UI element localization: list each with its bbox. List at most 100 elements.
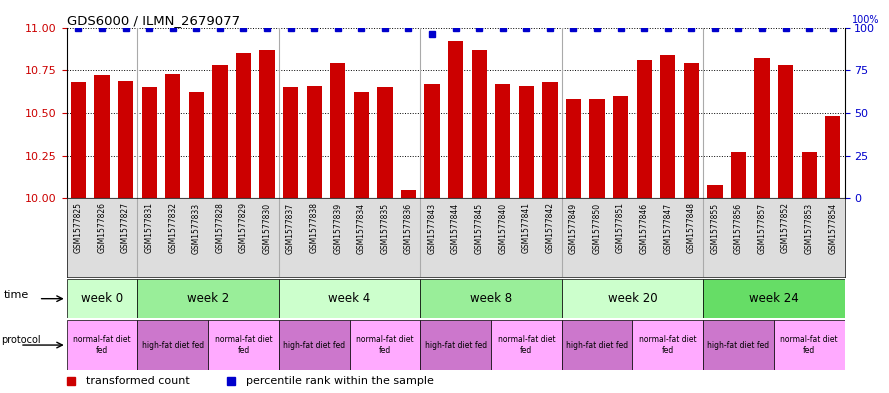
Bar — [684, 63, 699, 198]
Bar — [67, 279, 138, 318]
Text: normal-fat diet
fed: normal-fat diet fed — [781, 335, 838, 355]
Bar — [330, 63, 346, 198]
Bar — [562, 320, 632, 370]
Text: normal-fat diet
fed: normal-fat diet fed — [356, 335, 413, 355]
Text: normal-fat diet
fed: normal-fat diet fed — [214, 335, 272, 355]
Text: transformed count: transformed count — [86, 376, 190, 386]
Text: GSM1577842: GSM1577842 — [545, 202, 555, 253]
Bar — [138, 320, 208, 370]
Bar — [377, 87, 393, 198]
Bar — [283, 87, 299, 198]
Bar — [802, 152, 817, 198]
Bar — [138, 279, 279, 318]
Text: high-fat diet fed: high-fat diet fed — [708, 341, 770, 349]
Text: time: time — [4, 290, 28, 300]
Text: GSM1577836: GSM1577836 — [404, 202, 413, 253]
Text: week 0: week 0 — [81, 292, 123, 305]
Bar — [94, 75, 109, 198]
Bar — [731, 152, 746, 198]
Text: week 24: week 24 — [749, 292, 798, 305]
Bar — [613, 96, 629, 198]
Text: GSM1577835: GSM1577835 — [380, 202, 389, 253]
Text: GSM1577846: GSM1577846 — [640, 202, 649, 253]
Text: GSM1577843: GSM1577843 — [428, 202, 436, 253]
Text: GSM1577839: GSM1577839 — [333, 202, 342, 253]
Text: GSM1577854: GSM1577854 — [829, 202, 837, 253]
Bar — [773, 320, 845, 370]
Text: GSM1577834: GSM1577834 — [356, 202, 366, 253]
Text: GDS6000 / ILMN_2679077: GDS6000 / ILMN_2679077 — [67, 14, 240, 27]
Bar — [307, 86, 322, 198]
Bar — [236, 53, 251, 198]
Bar — [542, 82, 557, 198]
Text: GSM1577851: GSM1577851 — [616, 202, 625, 253]
Bar — [755, 58, 770, 198]
Text: GSM1577857: GSM1577857 — [757, 202, 766, 253]
Bar — [279, 320, 349, 370]
Text: week 4: week 4 — [328, 292, 371, 305]
Text: percentile rank within the sample: percentile rank within the sample — [246, 376, 434, 386]
Bar — [448, 41, 463, 198]
Bar — [703, 320, 773, 370]
Bar — [778, 65, 793, 198]
Bar — [188, 92, 204, 198]
Text: normal-fat diet
fed: normal-fat diet fed — [73, 335, 131, 355]
Bar — [67, 320, 138, 370]
Bar — [491, 320, 562, 370]
Bar — [495, 84, 510, 198]
Text: GSM1577832: GSM1577832 — [168, 202, 177, 253]
Text: normal-fat diet
fed: normal-fat diet fed — [639, 335, 697, 355]
Text: 100%: 100% — [852, 15, 879, 25]
Bar — [260, 50, 275, 198]
Text: GSM1577825: GSM1577825 — [74, 202, 83, 253]
Text: GSM1577852: GSM1577852 — [781, 202, 790, 253]
Text: GSM1577844: GSM1577844 — [451, 202, 461, 253]
Text: GSM1577828: GSM1577828 — [215, 202, 224, 253]
Bar — [354, 92, 369, 198]
Bar — [708, 185, 723, 198]
Bar — [589, 99, 605, 198]
Text: protocol: protocol — [2, 335, 41, 345]
Text: GSM1577831: GSM1577831 — [145, 202, 154, 253]
Bar — [661, 55, 676, 198]
Text: GSM1577855: GSM1577855 — [710, 202, 719, 253]
Text: week 8: week 8 — [470, 292, 512, 305]
Text: GSM1577837: GSM1577837 — [286, 202, 295, 253]
Bar — [141, 87, 156, 198]
Bar — [424, 84, 440, 198]
Text: GSM1577847: GSM1577847 — [663, 202, 672, 253]
Text: GSM1577838: GSM1577838 — [309, 202, 318, 253]
Bar — [165, 73, 180, 198]
Bar — [518, 86, 534, 198]
Text: high-fat diet fed: high-fat diet fed — [425, 341, 486, 349]
Text: week 20: week 20 — [607, 292, 657, 305]
Text: normal-fat diet
fed: normal-fat diet fed — [498, 335, 555, 355]
Bar — [471, 50, 487, 198]
Text: GSM1577830: GSM1577830 — [262, 202, 271, 253]
Text: week 2: week 2 — [187, 292, 229, 305]
Bar — [562, 279, 703, 318]
Bar — [118, 81, 133, 198]
Text: GSM1577848: GSM1577848 — [687, 202, 696, 253]
Bar — [825, 116, 840, 198]
Bar — [212, 65, 228, 198]
Bar — [349, 320, 420, 370]
Bar — [637, 60, 652, 198]
Text: GSM1577840: GSM1577840 — [498, 202, 508, 253]
Bar — [71, 82, 86, 198]
Text: GSM1577850: GSM1577850 — [593, 202, 602, 253]
Text: GSM1577845: GSM1577845 — [475, 202, 484, 253]
Text: GSM1577856: GSM1577856 — [734, 202, 743, 253]
Text: GSM1577853: GSM1577853 — [805, 202, 813, 253]
Bar — [420, 279, 562, 318]
Bar — [401, 190, 416, 198]
Text: GSM1577827: GSM1577827 — [121, 202, 130, 253]
Text: GSM1577826: GSM1577826 — [98, 202, 107, 253]
Text: high-fat diet fed: high-fat diet fed — [283, 341, 345, 349]
Text: high-fat diet fed: high-fat diet fed — [566, 341, 629, 349]
Bar — [420, 320, 491, 370]
Text: GSM1577829: GSM1577829 — [239, 202, 248, 253]
Bar — [703, 279, 845, 318]
Text: high-fat diet fed: high-fat diet fed — [141, 341, 204, 349]
Bar — [208, 320, 279, 370]
